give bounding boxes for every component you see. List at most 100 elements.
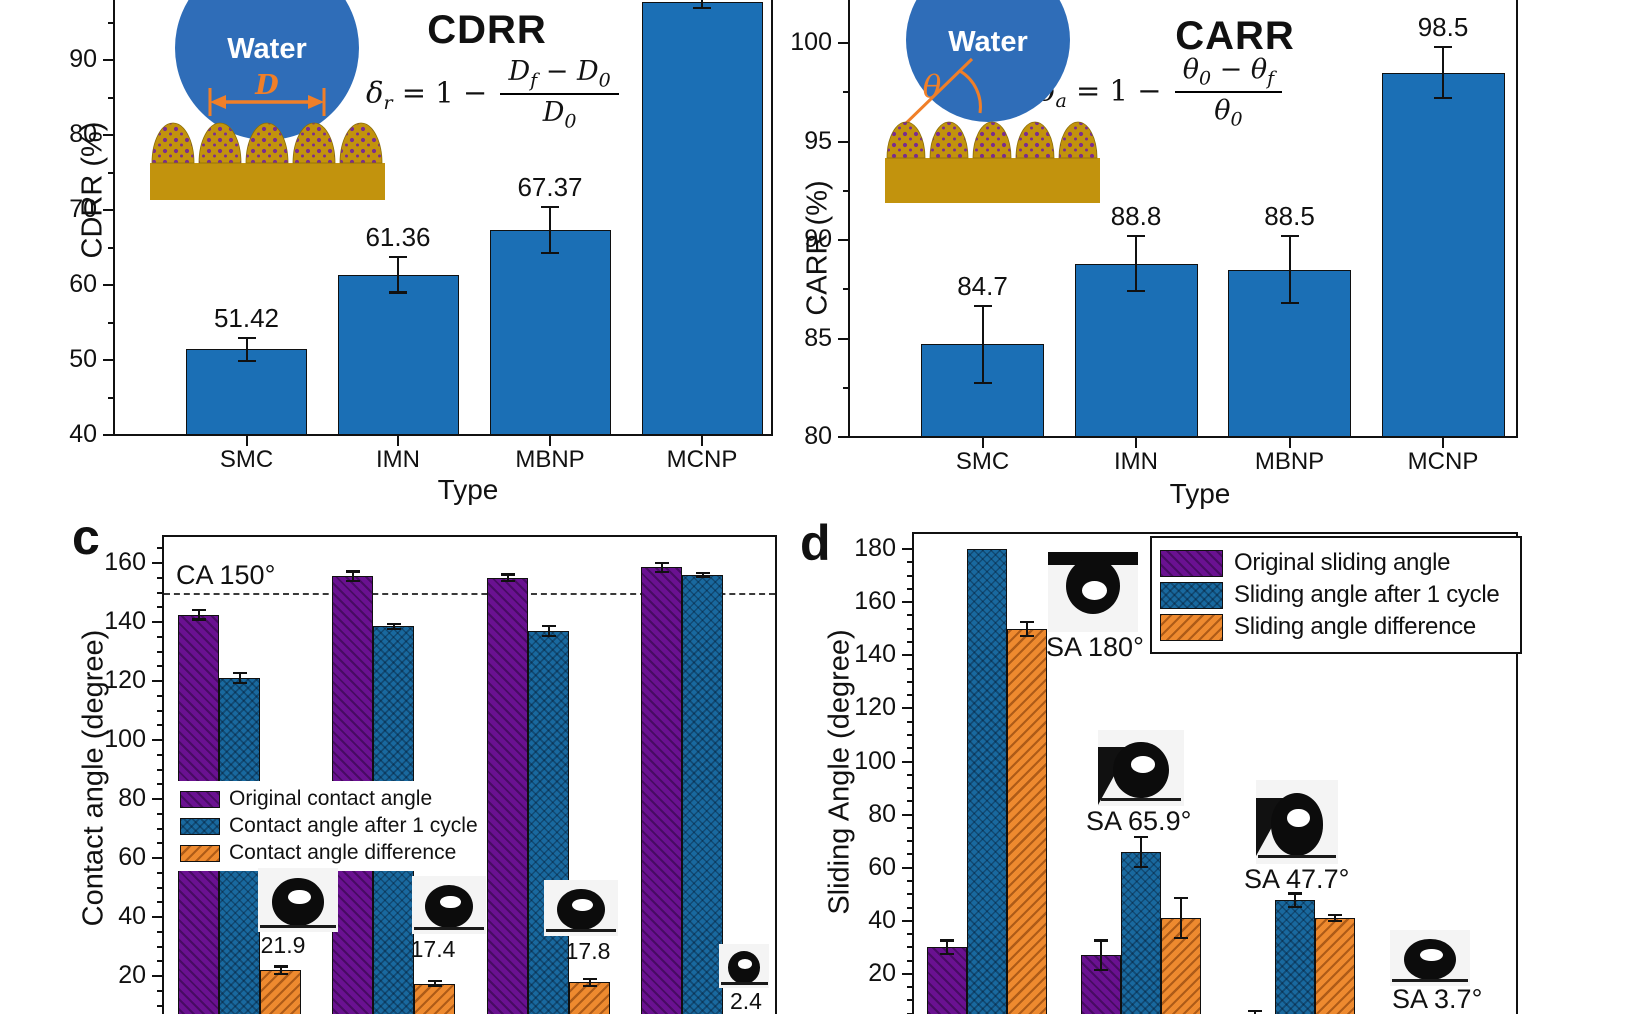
y-minor-tick: [157, 694, 163, 697]
y-minor-tick: [157, 547, 163, 550]
y-tick-label: 50: [69, 345, 97, 373]
y-minor-tick: [907, 879, 913, 882]
bar-d-s1-g1: [1121, 852, 1161, 1014]
x-tick: [701, 436, 703, 446]
y-major-tick: [902, 972, 913, 975]
y-tick-label: 20: [118, 961, 146, 989]
y-tick-label: 100: [854, 746, 896, 775]
y-tick-label: 60: [868, 852, 896, 881]
diff-value-label: 2.4: [730, 988, 762, 1014]
y-minor-tick: [907, 720, 913, 723]
y-minor-tick: [157, 827, 163, 830]
error-bar: [973, 305, 992, 384]
error-bar: [386, 622, 401, 630]
error-bar: [582, 978, 597, 987]
y-major-tick: [838, 337, 849, 340]
y-major-tick: [103, 134, 114, 136]
y-minor-tick: [157, 842, 163, 845]
y-minor-tick: [157, 650, 163, 653]
droplet-diagram-b: Water θ: [880, 0, 1110, 205]
y-major-tick: [838, 42, 849, 44]
error-bar: [541, 624, 556, 637]
y-major-tick: [152, 916, 163, 918]
y-minor-tick: [907, 933, 913, 936]
category-label: SMC: [955, 448, 1010, 475]
sa-value-label: SA 3.7°: [1392, 984, 1483, 1014]
y-minor-tick: [907, 946, 913, 949]
legend-item: Contact angle difference: [180, 841, 478, 865]
y-major-tick: [838, 239, 849, 241]
y-minor-tick: [157, 901, 163, 904]
y-major-tick: [152, 975, 163, 977]
x-tick: [397, 436, 399, 446]
y-minor-tick: [907, 906, 913, 909]
panel-a-title: CDRR: [427, 8, 547, 52]
plot-area-sliding-angle: 20 40 60 80 100 120 140 160 180: [854, 532, 1518, 1014]
y-minor-tick: [907, 667, 913, 670]
error-bar: [1134, 836, 1148, 868]
error-bar: [191, 608, 206, 621]
y-minor-tick: [907, 747, 913, 750]
bar-d-s2-g0: [1007, 628, 1047, 1014]
error-bar: [1127, 235, 1145, 293]
error-bar: [1434, 45, 1452, 100]
y-minor-tick: [157, 724, 163, 727]
error-bar: [693, 0, 711, 9]
y-minor-tick: [907, 826, 913, 829]
bar-d-s1-g2: [1275, 900, 1315, 1014]
y-major-tick: [902, 760, 913, 763]
y-minor-tick: [108, 321, 114, 324]
y-major-tick: [103, 434, 114, 436]
substrate: [885, 158, 1100, 203]
y-tick-label: 160: [854, 587, 896, 616]
y-axis-label-sliding-angle: Sliding Angle (degree): [823, 629, 856, 915]
y-major-tick: [902, 654, 913, 657]
error-bar: [541, 205, 559, 254]
y-tick-label: 100: [104, 725, 146, 753]
arrow-right-icon: [308, 95, 324, 109]
value-label: 88.8: [1110, 201, 1162, 232]
category-label: IMN: [1114, 448, 1158, 475]
y-minor-tick: [157, 989, 163, 992]
value-label: 61.36: [365, 222, 431, 253]
droplet-photo: [1256, 780, 1338, 864]
water-droplet-icon: [906, 0, 1070, 122]
bar-d-s0-g0: [927, 947, 967, 1014]
x-axis-label-b: Type: [1169, 478, 1231, 509]
droplet-photo: [1048, 552, 1138, 632]
category-label: MBNP: [515, 446, 585, 473]
y-major-tick: [902, 813, 913, 816]
bar-b-mcnp: [1381, 72, 1505, 437]
y-major-tick: [103, 209, 114, 211]
x-axis-label-a: Type: [437, 474, 499, 505]
error-bar: [1280, 235, 1299, 304]
svg-text:Water: Water: [227, 33, 307, 65]
y-minor-tick: [907, 733, 913, 736]
droplet-photo: [258, 868, 338, 932]
y-minor-tick: [907, 840, 913, 843]
y-minor-tick: [157, 812, 163, 815]
y-tick-label: 70: [69, 195, 97, 223]
legend-swatch-orange: [1160, 613, 1223, 641]
y-major-tick: [902, 919, 913, 922]
droplet-photo: [544, 880, 618, 936]
y-tick-label: 100: [790, 28, 832, 56]
y-tick-label: 90: [69, 45, 97, 73]
value-label: 98.5: [1417, 11, 1469, 42]
substrate: [150, 163, 385, 200]
error-bar: [1094, 939, 1108, 972]
panel-letter-c: c: [72, 509, 100, 565]
x-tick: [1442, 438, 1444, 448]
y-tick-label: 90: [804, 225, 832, 253]
y-tick-label: 95: [804, 126, 832, 155]
bar-c-s2-g2: [569, 982, 610, 1014]
y-minor-tick: [907, 959, 913, 962]
y-major-tick: [152, 857, 163, 859]
ca-150-label: CA 150°: [176, 560, 276, 590]
y-minor-tick: [157, 753, 163, 756]
y-tick-label: 40: [69, 420, 97, 448]
droplet-photo: [719, 944, 769, 988]
y-minor-tick: [843, 386, 849, 389]
y-tick-label: 80: [118, 784, 146, 812]
error-bar: [695, 571, 710, 578]
